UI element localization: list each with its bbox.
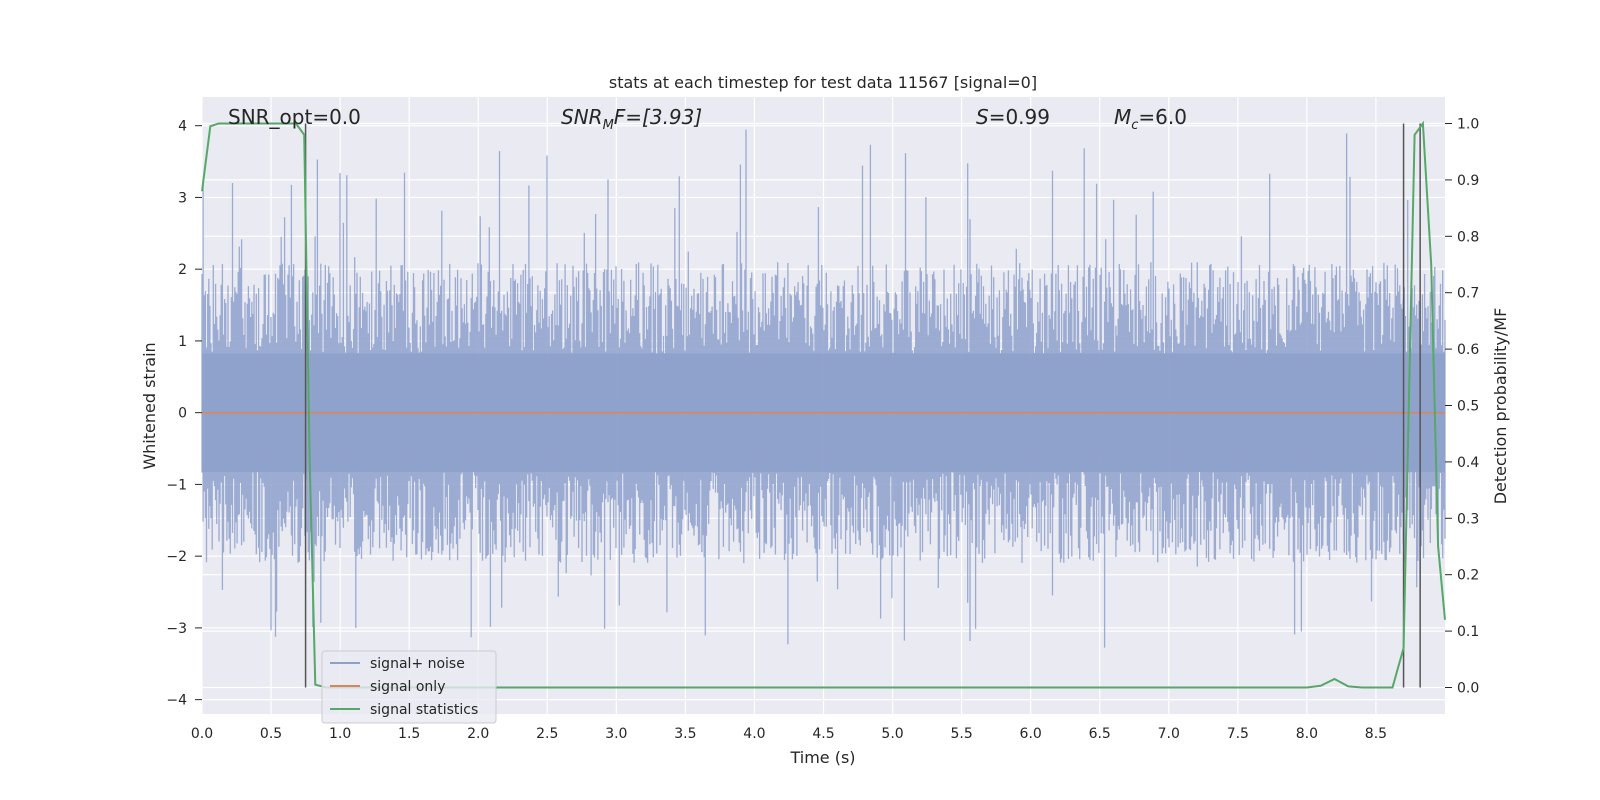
y-tick-label: 4 bbox=[178, 119, 187, 135]
y-right-tick-label: 0.9 bbox=[1457, 173, 1479, 189]
x-tick-label: 3.5 bbox=[674, 726, 696, 742]
y-right-tick-label: 0.1 bbox=[1457, 624, 1479, 640]
noise-trace bbox=[201, 129, 1446, 648]
y-right-tick-label: 0.6 bbox=[1457, 342, 1479, 358]
y-tick-label: −3 bbox=[166, 621, 187, 637]
y-tick-label: −1 bbox=[166, 477, 187, 493]
x-tick-label: 3.0 bbox=[605, 726, 627, 742]
y-right-tick-label: 1.0 bbox=[1457, 117, 1479, 133]
y-axis-label-right: Detection probability/MF bbox=[1491, 308, 1510, 505]
y-tick-label: 0 bbox=[178, 406, 187, 422]
y-right-tick-label: 0.2 bbox=[1457, 568, 1479, 584]
legend-box bbox=[321, 650, 497, 724]
x-tick-label: 1.0 bbox=[329, 726, 351, 742]
y-tick-label: 2 bbox=[178, 262, 187, 278]
legend: signal+ noise signal only signal statist… bbox=[321, 650, 497, 724]
x-tick-label: 1.5 bbox=[398, 726, 420, 742]
chart-title: stats at each timestep for test data 115… bbox=[609, 73, 1037, 92]
x-tick-label: 8.0 bbox=[1296, 726, 1318, 742]
x-tick-label: 7.5 bbox=[1227, 726, 1249, 742]
x-tick-label: 5.0 bbox=[881, 726, 903, 742]
legend-label-signal-statistics: signal statistics bbox=[370, 702, 478, 718]
x-tick-label: 8.5 bbox=[1365, 726, 1387, 742]
y-right-tick-label: 0.5 bbox=[1457, 399, 1479, 415]
x-tick-label: 6.5 bbox=[1089, 726, 1111, 742]
y-tick-label: 1 bbox=[178, 334, 187, 350]
x-tick-label: 6.0 bbox=[1020, 726, 1042, 742]
y-tick-label: 3 bbox=[178, 190, 187, 206]
y-right-tick-label: 0.8 bbox=[1457, 229, 1479, 245]
y-right-tick-label: 0.0 bbox=[1457, 680, 1479, 696]
y-ticks-right: 1.0 0.9 0.8 0.7 0.6 0.5 0.4 0.3 0.2 0.1 0.0 bbox=[1445, 117, 1479, 696]
x-tick-label: 2.5 bbox=[536, 726, 558, 742]
y-axis-label: Whitened strain bbox=[140, 342, 159, 469]
y-right-tick-label: 0.7 bbox=[1457, 286, 1479, 302]
annotation-mc: Mc=6.0 bbox=[1114, 105, 1187, 133]
signal-statistics-line bbox=[201, 120, 1446, 689]
annotation-s: S=0.99 bbox=[976, 105, 1050, 129]
y-right-tick-label: 0.3 bbox=[1457, 511, 1479, 527]
x-tick-label: 0.0 bbox=[191, 726, 213, 742]
x-tick-label: 5.5 bbox=[950, 726, 972, 742]
x-tick-label: 0.5 bbox=[260, 726, 282, 742]
annotation-snr-mf: SNRMF=[3.93] bbox=[561, 105, 702, 133]
x-tick-label: 2.0 bbox=[467, 726, 489, 742]
x-axis-label: Time (s) bbox=[789, 748, 855, 767]
y-right-tick-label: 0.4 bbox=[1457, 455, 1479, 471]
y-ticks-left: 4 3 2 1 0 −1 −2 −3 −4 bbox=[166, 119, 202, 709]
legend-label-signal-only: signal only bbox=[370, 679, 445, 695]
annotation-snr-opt: SNR_opt=0.0 bbox=[228, 105, 361, 129]
x-ticks: 0.0 0.5 1.0 1.5 2.0 2.5 3.0 3.5 4.0 4.5 5.0 5.5 6.0 6… bbox=[191, 726, 1387, 742]
x-tick-label: 7.0 bbox=[1158, 726, 1180, 742]
x-tick-label: 4.0 bbox=[743, 726, 765, 742]
x-tick-label: 4.5 bbox=[812, 726, 834, 742]
legend-label-noise: signal+ noise bbox=[370, 656, 465, 672]
y-tick-label: −4 bbox=[166, 693, 187, 709]
y-tick-label: −2 bbox=[166, 549, 187, 565]
